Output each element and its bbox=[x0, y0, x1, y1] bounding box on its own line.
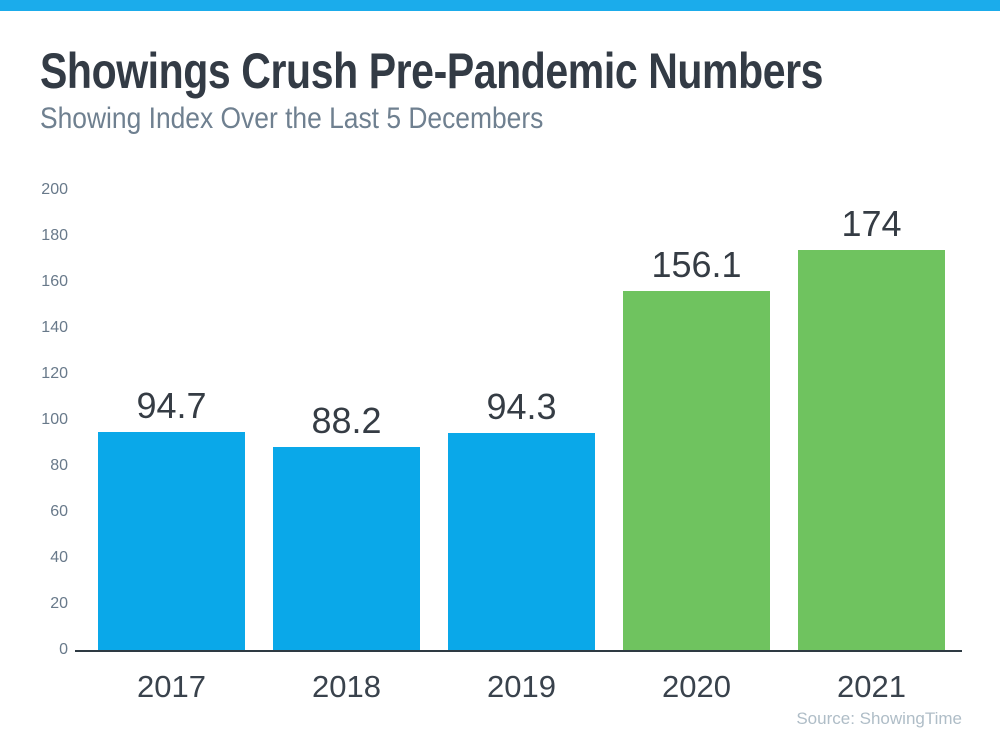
bar-value-label: 88.2 bbox=[311, 400, 382, 442]
x-axis-label: 2020 bbox=[662, 669, 731, 704]
y-axis-tick-label: 80 bbox=[50, 457, 68, 474]
x-axis-label: 2018 bbox=[312, 669, 381, 704]
bar-2020 bbox=[623, 290, 770, 650]
x-axis-label: 2017 bbox=[137, 669, 206, 704]
y-axis-tick-label: 180 bbox=[41, 227, 68, 244]
y-axis-tick-label: 40 bbox=[50, 549, 68, 566]
bar-2018 bbox=[273, 447, 420, 650]
x-axis-label: 2019 bbox=[487, 669, 556, 704]
top-accent-bar bbox=[0, 0, 1000, 11]
chart-title: Showings Crush Pre-Pandemic Numbers bbox=[40, 43, 824, 99]
bar-2017 bbox=[98, 432, 245, 650]
bar-value-label: 94.3 bbox=[486, 386, 557, 428]
y-axis-tick-label: 100 bbox=[41, 411, 68, 428]
bar-value-label: 94.7 bbox=[136, 385, 207, 427]
y-axis-tick-label: 200 bbox=[41, 181, 68, 198]
y-axis-tick-label: 140 bbox=[41, 319, 68, 336]
bar-value-label: 156.1 bbox=[651, 243, 742, 285]
x-axis-line bbox=[75, 650, 962, 652]
bar-2019 bbox=[448, 433, 595, 650]
bar-2021 bbox=[798, 249, 945, 650]
y-axis-tick-label: 60 bbox=[50, 503, 68, 520]
chart-subtitle: Showing Index Over the Last 5 Decembers bbox=[40, 102, 544, 135]
y-axis-tick-label: 160 bbox=[41, 273, 68, 290]
y-axis-tick-label: 120 bbox=[41, 365, 68, 382]
source-attribution: Source: ShowingTime bbox=[796, 709, 962, 728]
bar-value-label: 174 bbox=[841, 202, 902, 244]
y-axis-tick-label: 0 bbox=[59, 641, 68, 658]
y-axis-tick-label: 20 bbox=[50, 595, 68, 612]
x-axis-label: 2021 bbox=[837, 669, 906, 704]
